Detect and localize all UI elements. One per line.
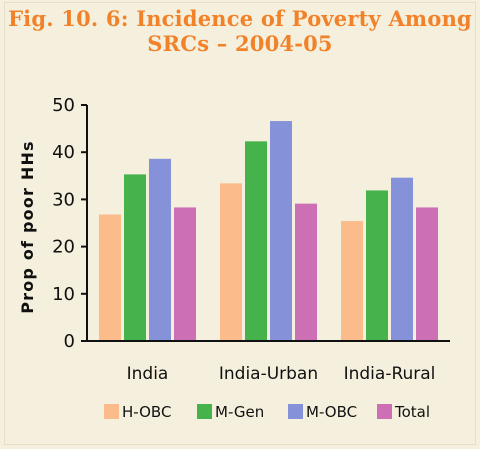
bar-total-india [174,207,196,341]
legend-label-m-obc: M-OBC [306,403,357,421]
bar-m-obc-india [149,158,171,341]
x-category-label: India-Rural [344,364,436,384]
y-ticks: 0 10 20 30 40 50 [52,95,87,352]
chart-title-line-2: SRCs – 2004-05 [147,31,333,56]
legend-swatch-m-gen [197,404,212,419]
bar-h-obc-india [99,214,121,341]
bar-m-gen-india-urban [245,141,267,341]
legend-swatch-m-obc [288,404,303,419]
bar-h-obc-india-urban [220,183,242,341]
legend-label-m-gen: M-Gen [215,403,264,421]
bar-h-obc-india-rural [341,221,363,341]
axes-layer [86,105,450,342]
bars-layer [99,121,438,341]
legend: H-OBC M-Gen M-OBC Total [104,403,430,421]
x-category-labels: India India-Urban India-Rural [127,364,436,384]
bar-total-india-urban [295,203,317,341]
chart-frame [4,2,476,445]
y-tick-label: 40 [52,142,75,163]
legend-label-total: Total [394,403,430,421]
y-tick-label: 0 [64,331,75,352]
y-axis-label: Prop of poor HHs [18,140,37,314]
y-tick-label: 50 [52,95,75,116]
y-tick-label: 20 [52,237,75,258]
x-category-label: India-Urban [219,364,318,384]
x-category-label: India [127,364,169,384]
legend-swatch-total [377,404,392,419]
chart-title-line-1: Fig. 10. 6: Incidence of Poverty Among [8,6,472,31]
bar-m-obc-india-urban [270,121,292,341]
bar-m-gen-india [124,174,146,341]
legend-swatch-h-obc [104,404,119,419]
legend-label-h-obc: H-OBC [122,403,171,421]
bar-total-india-rural [416,207,438,341]
y-tick-label: 30 [52,189,75,210]
y-tick-label: 10 [52,284,75,305]
bar-m-obc-india-rural [391,177,413,341]
bar-m-gen-india-rural [366,190,388,341]
